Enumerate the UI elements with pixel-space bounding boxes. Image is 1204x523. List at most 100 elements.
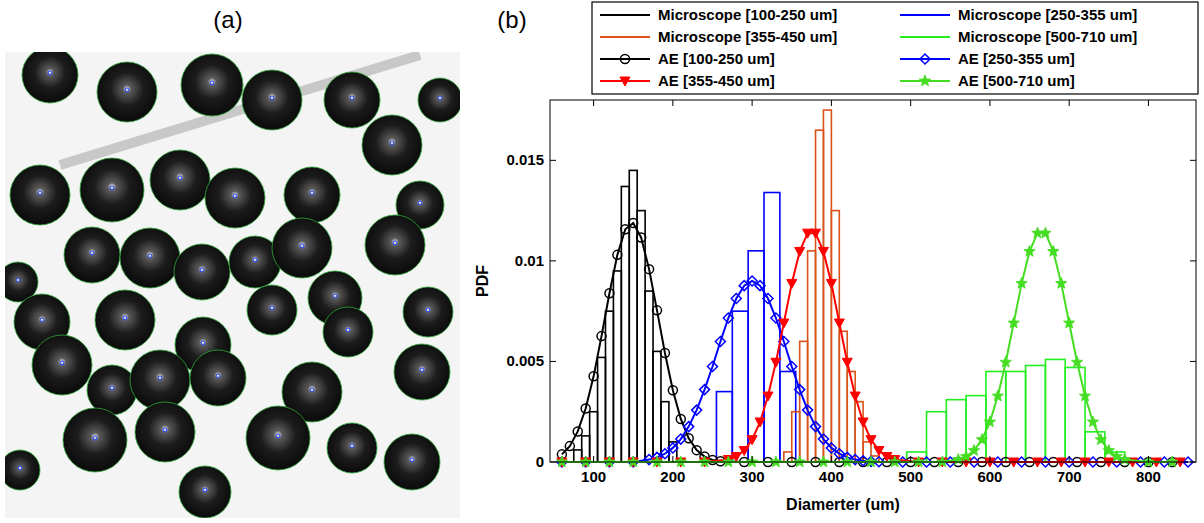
droplet: [5, 450, 40, 490]
droplet: [362, 115, 422, 175]
y-tick: [550, 361, 556, 362]
droplet: [205, 168, 265, 228]
droplet-center: [390, 141, 394, 145]
curve-marker: [1040, 227, 1051, 238]
curve-marker: [976, 434, 987, 445]
curve-marker: [795, 385, 805, 395]
curve-marker: [668, 443, 678, 453]
histogram-bar: [831, 211, 839, 462]
droplet-center: [210, 81, 214, 85]
droplet-center: [270, 306, 274, 310]
droplet-center: [310, 191, 314, 195]
histogram-bar: [653, 351, 661, 462]
curve-marker: [675, 456, 686, 467]
curve-marker: [1008, 317, 1019, 328]
curve-marker: [1119, 454, 1130, 465]
droplet: [272, 218, 332, 278]
legend-label: AE [250-355 um]: [958, 50, 1075, 67]
legend-marker: [920, 54, 930, 64]
droplet: [242, 70, 302, 130]
x-tick: [752, 100, 753, 106]
legend-swatch: [900, 36, 950, 38]
curve-marker: [850, 392, 860, 401]
droplet-center: [270, 96, 274, 100]
curve-marker: [715, 337, 725, 347]
curve-marker: [1143, 456, 1154, 467]
curve-marker: [763, 392, 773, 401]
curve-marker: [794, 456, 805, 467]
legend-label: Microscope [250-355 um]: [958, 6, 1137, 23]
curve-marker: [660, 348, 669, 357]
droplet-center: [38, 191, 42, 195]
plot-data: [556, 110, 1193, 467]
droplet: [246, 406, 310, 470]
curve-marker: [811, 229, 821, 238]
panel-label: (a): [213, 6, 242, 33]
y-tick-label: 0.01: [515, 252, 544, 269]
image-background: [5, 52, 460, 518]
curve-marker: [692, 446, 701, 455]
histogram-bar: [839, 331, 847, 462]
x-tick: [1069, 100, 1070, 106]
droplet-center: [200, 268, 204, 272]
curve-marker: [651, 456, 662, 467]
droplet-center: [346, 328, 350, 332]
droplet: [324, 72, 380, 128]
droplet-center: [16, 278, 20, 282]
droplet-center: [93, 436, 97, 440]
droplet-center: [393, 241, 397, 245]
curve-marker: [1048, 245, 1059, 256]
histogram-bar: [764, 193, 780, 462]
x-tick: [989, 456, 990, 462]
droplet: [418, 78, 460, 122]
histogram-bar: [1006, 372, 1026, 463]
curve-marker: [826, 443, 836, 453]
curve-marker: [573, 427, 582, 436]
droplet: [284, 167, 340, 223]
droplet: [403, 287, 453, 337]
legend-label: AE [500-710 um]: [958, 72, 1075, 89]
x-tick-label: 700: [1057, 468, 1082, 485]
x-tick: [910, 456, 911, 462]
legend-swatch: [900, 58, 950, 60]
curve-marker: [723, 456, 734, 467]
curve-marker: [684, 422, 694, 432]
curve-marker: [723, 313, 733, 323]
droplet-center: [110, 386, 114, 390]
curve-marker: [889, 456, 900, 467]
droplet-center: [125, 88, 129, 92]
droplet-center: [300, 244, 304, 248]
curve-marker: [826, 279, 836, 288]
curve-marker: [1056, 277, 1067, 288]
curve-marker: [858, 418, 868, 427]
curve-marker: [1087, 416, 1098, 427]
curve-marker: [1103, 445, 1114, 456]
droplet: [327, 423, 377, 473]
droplet-center: [201, 341, 205, 345]
legend-marker: [621, 55, 630, 64]
legend-swatch: [600, 58, 650, 60]
droplet: [87, 365, 137, 415]
droplet-center: [60, 361, 64, 365]
y-tick-label: 0: [536, 453, 544, 470]
curve-marker: [787, 361, 797, 371]
droplet-image: [5, 52, 460, 518]
x-tick-label: 400: [819, 468, 844, 485]
y-tick: [550, 160, 556, 161]
curve-marker: [676, 414, 685, 423]
histogram-bar: [792, 412, 800, 462]
x-tick: [831, 100, 832, 106]
curve-marker: [660, 449, 670, 459]
curve-marker: [787, 279, 797, 288]
droplet: [150, 150, 210, 210]
curve-marker: [556, 456, 567, 467]
droplet-center: [233, 194, 237, 198]
y-tick-label: 0.015: [506, 151, 544, 168]
curve-marker: [984, 416, 995, 427]
droplet-center: [216, 374, 220, 378]
droplet: [247, 285, 297, 335]
curve-marker: [818, 247, 828, 256]
curve-marker: [992, 390, 1003, 401]
x-tick: [1069, 456, 1070, 462]
legend-label: AE [355-450 um]: [658, 72, 775, 89]
